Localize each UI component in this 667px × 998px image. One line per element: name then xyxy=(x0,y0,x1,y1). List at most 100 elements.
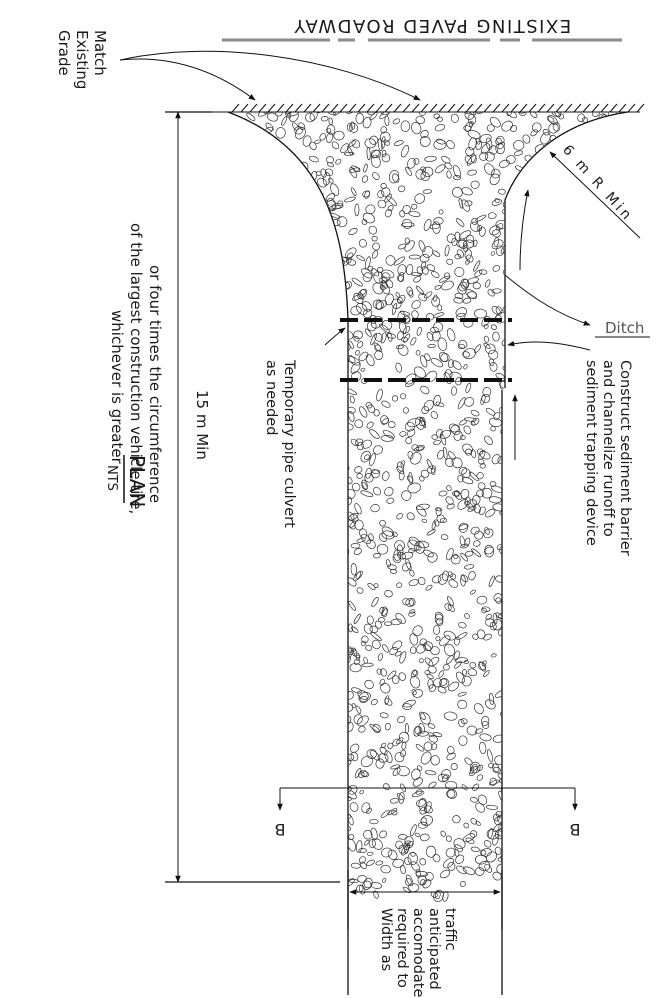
stone xyxy=(323,393,330,401)
stone xyxy=(404,857,412,866)
stone xyxy=(466,234,475,243)
stone xyxy=(597,331,605,337)
stone xyxy=(357,771,365,778)
stone xyxy=(259,133,270,138)
stone xyxy=(578,769,588,782)
stone xyxy=(397,185,406,193)
stone xyxy=(552,193,563,202)
stone xyxy=(305,112,315,123)
stone xyxy=(571,421,582,428)
stone xyxy=(502,269,509,276)
stone xyxy=(620,745,628,754)
stone xyxy=(330,778,341,787)
stone xyxy=(474,728,484,734)
stone xyxy=(233,865,245,872)
stone xyxy=(418,722,426,734)
stone xyxy=(485,618,496,627)
stone xyxy=(285,251,296,262)
stone xyxy=(228,634,232,644)
stone xyxy=(228,118,230,125)
stone xyxy=(406,286,413,296)
stone xyxy=(405,437,412,445)
stone xyxy=(228,414,235,419)
stone xyxy=(228,382,234,390)
stone xyxy=(512,793,521,803)
stone xyxy=(490,168,501,179)
stone xyxy=(458,522,468,533)
stone xyxy=(495,306,503,315)
stone xyxy=(237,850,246,859)
stone xyxy=(249,783,260,794)
stone xyxy=(304,679,316,690)
stone xyxy=(445,847,456,858)
stone xyxy=(477,448,484,455)
stone xyxy=(551,572,564,583)
stone xyxy=(238,160,247,167)
stone xyxy=(314,418,324,426)
stone xyxy=(396,766,410,777)
stone xyxy=(419,416,427,429)
stone xyxy=(492,265,501,272)
stone xyxy=(269,253,276,260)
stone xyxy=(265,789,271,795)
stone xyxy=(228,617,230,625)
stone xyxy=(523,608,536,619)
stone xyxy=(571,866,581,872)
stone xyxy=(539,877,545,884)
stone xyxy=(309,351,320,359)
stone xyxy=(557,883,564,888)
stone xyxy=(478,506,486,515)
stone xyxy=(356,254,366,262)
stone xyxy=(552,169,564,175)
stone xyxy=(473,260,481,272)
stone xyxy=(590,141,601,148)
stone xyxy=(471,217,479,225)
stone xyxy=(420,879,426,886)
stone xyxy=(288,112,299,123)
stone xyxy=(233,518,244,532)
stone xyxy=(576,769,586,775)
stone xyxy=(326,132,334,143)
stone xyxy=(321,513,336,524)
stone xyxy=(369,453,376,467)
stone xyxy=(297,397,308,403)
stone xyxy=(410,646,417,655)
stone xyxy=(395,362,403,373)
stone xyxy=(406,512,415,521)
stone xyxy=(229,334,233,343)
stone xyxy=(618,561,628,572)
stone xyxy=(265,873,273,881)
stone xyxy=(231,356,240,366)
stone xyxy=(392,553,402,564)
stone xyxy=(619,800,628,810)
stone xyxy=(228,553,238,563)
stone xyxy=(283,635,294,647)
stone xyxy=(545,530,555,539)
stone xyxy=(597,777,609,783)
stone xyxy=(294,126,303,135)
stone xyxy=(391,531,398,538)
stone xyxy=(610,252,622,258)
stone xyxy=(558,175,570,186)
stone xyxy=(370,154,381,168)
stone xyxy=(537,442,545,451)
stone xyxy=(296,258,304,265)
stone xyxy=(532,283,538,289)
stone xyxy=(556,687,562,697)
stone xyxy=(286,680,295,688)
stone xyxy=(380,810,391,818)
stone xyxy=(464,501,476,511)
stone xyxy=(275,570,281,577)
stone xyxy=(282,700,291,708)
stone xyxy=(234,742,247,748)
stone xyxy=(616,842,625,851)
svg-text:or four times the circumferenc: or four times the circumference xyxy=(146,265,164,503)
stone xyxy=(440,433,447,446)
stone xyxy=(262,281,272,291)
stone xyxy=(271,658,279,667)
stone xyxy=(612,789,625,799)
stone xyxy=(416,540,430,549)
svg-text:Construct sediment barrier: Construct sediment barrier xyxy=(617,360,633,556)
stone xyxy=(326,871,335,880)
stone xyxy=(228,761,231,771)
